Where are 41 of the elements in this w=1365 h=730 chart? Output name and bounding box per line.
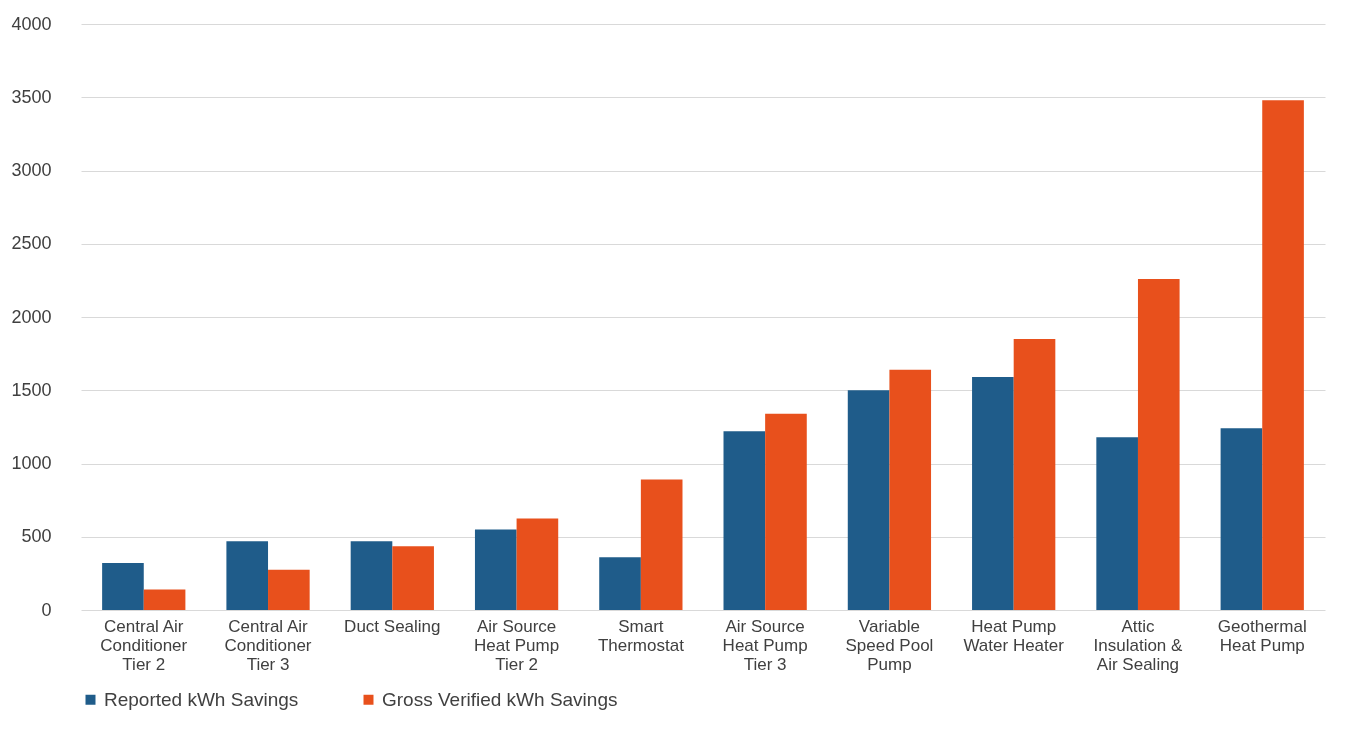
y-tick-label: 0 bbox=[41, 599, 52, 620]
bar bbox=[268, 569, 310, 610]
bar bbox=[1220, 428, 1263, 610]
y-tick-label: 2500 bbox=[11, 233, 52, 254]
x-tick-label: Geothermal Heat Pump bbox=[1217, 616, 1307, 655]
y-tick-label: 2000 bbox=[11, 306, 52, 327]
bar bbox=[516, 518, 559, 610]
bar bbox=[392, 546, 434, 610]
bar bbox=[765, 413, 807, 610]
x-tick-label: Air Source Heat Pump Tier 3 bbox=[722, 616, 808, 674]
y-tick-label: 1000 bbox=[11, 453, 52, 473]
bar bbox=[599, 557, 641, 610]
bar bbox=[350, 541, 393, 610]
bar bbox=[143, 589, 186, 610]
x-tick-label: Smart Thermostat bbox=[597, 616, 685, 655]
bar bbox=[102, 563, 144, 610]
bar bbox=[847, 390, 890, 610]
legend-label: Reported kWh Savings bbox=[104, 688, 299, 710]
bar bbox=[1137, 278, 1180, 610]
bar bbox=[1262, 100, 1304, 610]
legend-label: Gross Verified kWh Savings bbox=[382, 688, 618, 710]
x-tick-label: Attic Insulation & Air Sealing bbox=[1093, 616, 1184, 674]
x-tick-label: Variable Speed Pool Pump bbox=[845, 616, 934, 674]
x-tick-label: Duct Sealing bbox=[344, 616, 441, 636]
x-tick-label: Air Source Heat Pump Tier 2 bbox=[474, 616, 560, 674]
bar bbox=[226, 541, 269, 610]
bar bbox=[972, 377, 1014, 610]
y-tick-label: 500 bbox=[21, 526, 52, 547]
y-tick-label: 3000 bbox=[11, 160, 52, 180]
bar bbox=[1096, 437, 1138, 610]
y-tick-label: 4000 bbox=[11, 13, 52, 34]
bar bbox=[889, 369, 932, 610]
bar bbox=[474, 529, 517, 610]
y-tick-label: 1500 bbox=[11, 379, 52, 400]
x-tick-label: Central Air Conditioner Tier 2 bbox=[100, 616, 188, 674]
bar bbox=[723, 431, 766, 610]
x-tick-label: Central Air Conditioner Tier 3 bbox=[224, 616, 312, 674]
x-tick-label: Heat Pump Water Heater bbox=[963, 616, 1065, 655]
bar bbox=[1013, 338, 1056, 610]
y-tick-label: 3500 bbox=[11, 86, 52, 107]
bar bbox=[640, 479, 683, 610]
